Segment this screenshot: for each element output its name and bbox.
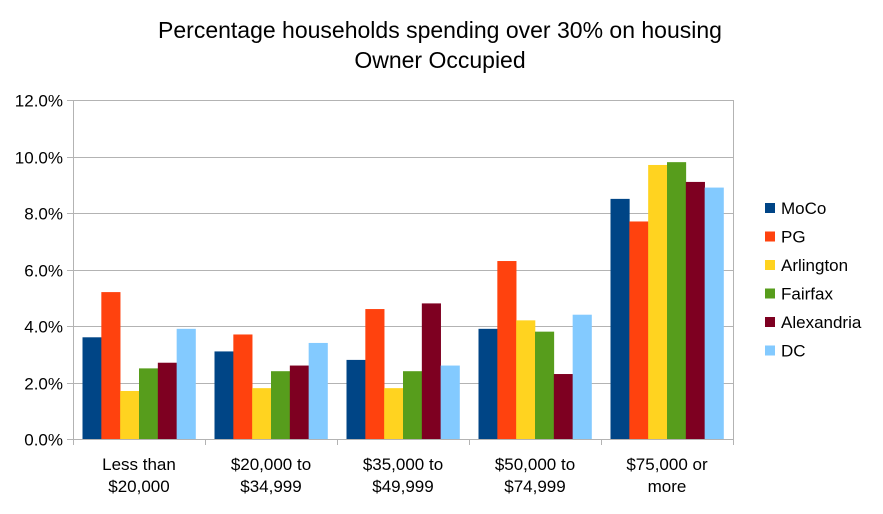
bar-dc-2 — [440, 365, 460, 439]
legend-label: Fairfax — [781, 285, 833, 304]
legend-label: MoCo — [781, 199, 826, 218]
bar-dc-3 — [572, 314, 592, 439]
bar-arlington-1 — [252, 388, 272, 439]
bar-pg-0 — [101, 292, 121, 439]
bar-fairfax-3 — [535, 331, 555, 439]
x-tick-label: $20,000 to — [231, 455, 311, 474]
y-tick-label: 10.0% — [15, 149, 63, 168]
bar-alexandria-2 — [421, 303, 441, 439]
bar-alexandria-0 — [157, 362, 177, 439]
bar-pg-4 — [629, 221, 649, 439]
legend-item-alexandria: Alexandria — [765, 313, 862, 332]
bar-fairfax-2 — [403, 371, 423, 439]
legend-label: DC — [781, 342, 806, 361]
x-tick-label: $35,000 to — [363, 455, 443, 474]
bar-fairfax-0 — [139, 368, 159, 439]
bar-pg-3 — [497, 261, 517, 439]
legend-swatch — [765, 260, 775, 270]
bar-dc-0 — [176, 328, 196, 439]
bar-moco-3 — [478, 328, 498, 439]
legend-swatch — [765, 203, 775, 213]
bar-moco-4 — [610, 198, 630, 439]
x-tick-label: $74,999 — [504, 477, 565, 496]
legend-swatch — [765, 345, 775, 356]
legend-item-pg: PG — [765, 228, 806, 247]
x-tick-label: $20,000 — [108, 477, 169, 496]
bar-alexandria-3 — [553, 374, 573, 439]
bar-moco-1 — [214, 351, 234, 439]
legend-swatch — [765, 231, 775, 242]
bar-pg-1 — [233, 334, 253, 439]
x-tick-label: $75,000 or — [626, 455, 708, 474]
x-tick-label: $49,999 — [372, 477, 433, 496]
bar-fairfax-1 — [271, 371, 291, 439]
legend-label: PG — [781, 228, 806, 247]
y-tick-label: 0.0% — [24, 431, 63, 450]
x-tick-label: $50,000 to — [495, 455, 575, 474]
legend-item-moco: MoCo — [765, 199, 826, 218]
chart-subtitle: Owner Occupied — [354, 47, 525, 73]
bar-arlington-0 — [120, 390, 140, 439]
y-tick-label: 12.0% — [15, 92, 63, 111]
bar-moco-2 — [346, 359, 366, 439]
legend-label: Arlington — [781, 256, 848, 275]
legend-swatch — [765, 317, 775, 327]
bar-dc-1 — [308, 342, 328, 439]
bar-pg-2 — [365, 309, 385, 439]
x-tick-label: Less than — [102, 455, 176, 474]
y-tick-label: 8.0% — [24, 205, 63, 224]
bar-fairfax-4 — [667, 162, 687, 439]
bar-arlington-2 — [384, 388, 404, 439]
x-tick-label: $34,999 — [240, 477, 301, 496]
bar-arlington-3 — [516, 320, 536, 439]
bar-arlington-4 — [648, 164, 668, 439]
y-tick-label: 4.0% — [24, 318, 63, 337]
x-tick-label: more — [648, 477, 687, 496]
bar-moco-0 — [82, 337, 102, 439]
legend-label: Alexandria — [781, 313, 862, 332]
legend-item-arlington: Arlington — [765, 256, 848, 275]
legend-item-fairfax: Fairfax — [765, 285, 833, 304]
y-tick-label: 6.0% — [24, 262, 63, 281]
y-tick-label: 2.0% — [24, 375, 63, 394]
bar-dc-4 — [704, 187, 724, 439]
chart-title: Percentage households spending over 30% … — [158, 17, 722, 43]
legend-swatch — [765, 288, 775, 299]
legend-item-dc: DC — [765, 342, 806, 361]
bar-alexandria-1 — [289, 365, 309, 439]
bar-alexandria-4 — [685, 181, 705, 440]
